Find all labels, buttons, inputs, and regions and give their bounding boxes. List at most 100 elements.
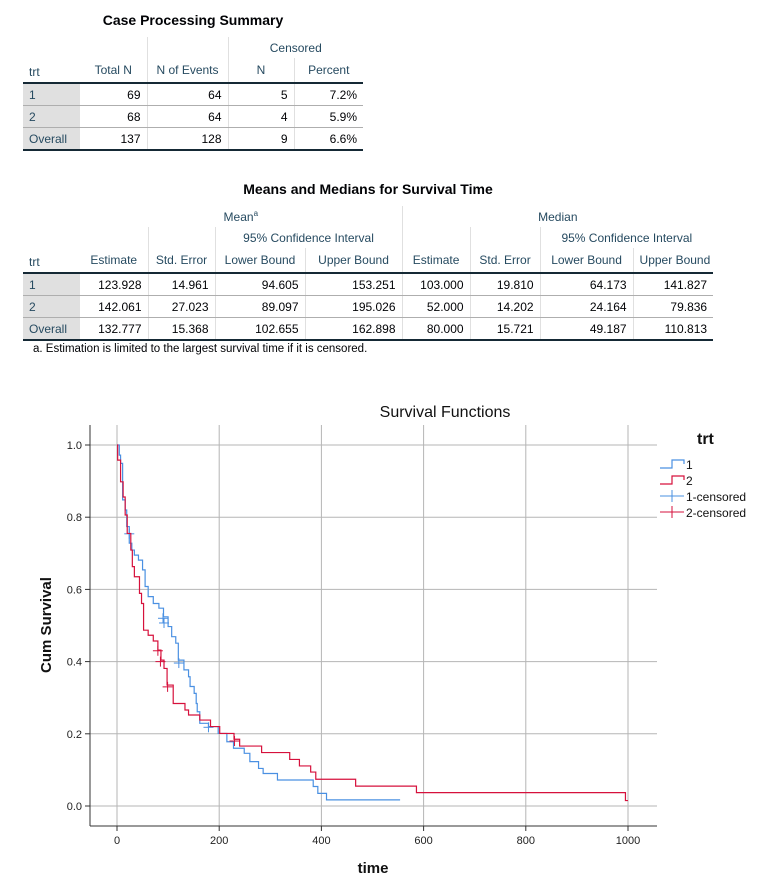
cell-value: 64 — [146, 83, 228, 106]
col-header: N — [227, 58, 294, 84]
cell-value: 103.000 — [401, 273, 471, 296]
col-header: Lower Bound — [214, 248, 305, 274]
row-label: Overall — [23, 127, 80, 151]
censored-header: Censored — [227, 37, 363, 58]
row-label: 2 — [23, 295, 80, 318]
x-tick-label: 800 — [517, 835, 535, 847]
cell-value: 141.827 — [632, 273, 714, 296]
censored-mark-1 — [173, 658, 184, 669]
cell-value: 14.961 — [147, 273, 215, 296]
cell-value: 89.097 — [214, 295, 305, 318]
table-row: Overall 132.777 15.368 102.655 162.898 80.000… — [23, 317, 714, 341]
cell-value: 132.777 — [80, 317, 148, 341]
legend-entry: 1 — [686, 458, 693, 472]
legend-entry: 1-censored — [686, 490, 746, 504]
cell-value: 142.061 — [80, 295, 148, 318]
legend-step-icon — [660, 459, 685, 469]
means-medians-title: Means and Medians for Survival Time — [243, 181, 493, 197]
col-header: trt — [23, 58, 80, 84]
cell-value: 94.605 — [214, 273, 305, 296]
legend-entry: 2-censored — [686, 506, 746, 520]
median-ci-header: 95% Confidence Interval — [539, 227, 714, 248]
table-row: 1 69 64 5 7.2% — [23, 83, 363, 106]
col-header: Percent — [293, 58, 363, 84]
table-row: Overall 137 128 9 6.6% — [23, 127, 363, 151]
cell-value: 68 — [80, 105, 147, 128]
x-tick-label: 200 — [210, 835, 228, 847]
cell-value: 7.2% — [293, 83, 363, 106]
col-header: Lower Bound — [539, 248, 634, 274]
censored-mark-1 — [157, 613, 168, 624]
censored-mark-2 — [152, 645, 163, 656]
means-medians-table: Meana Median 95% Confidence Interval 95%… — [23, 206, 714, 341]
row-label: Overall — [23, 317, 80, 341]
cell-value: 153.251 — [304, 273, 403, 296]
case-summary-title: Case Processing Summary — [102, 12, 284, 28]
censored-mark-2 — [155, 656, 166, 667]
y-tick-label: 0.0 — [67, 801, 82, 813]
y-tick-label: 1.0 — [67, 440, 82, 452]
survival-curve-2 — [117, 444, 628, 802]
legend-entry: 2 — [686, 474, 693, 488]
row-label: 2 — [23, 105, 80, 128]
y-tick-label: 0.4 — [67, 657, 82, 669]
cell-value: 27.023 — [147, 295, 215, 318]
cell-value: 79.836 — [632, 295, 714, 318]
col-header: Std. Error — [469, 248, 541, 274]
cell-value: 64 — [146, 105, 228, 128]
x-axis-label: time — [358, 860, 389, 877]
legend-step-icon — [660, 475, 685, 485]
censored-mark-1 — [203, 722, 214, 733]
col-header: Upper Bound — [304, 248, 403, 274]
col-header: Estimate — [80, 248, 148, 274]
cell-value: 69 — [80, 83, 147, 106]
col-header: trt — [23, 248, 80, 274]
case-summary-table: Censored trt Total N N of Events N Perce… — [23, 37, 363, 151]
chart-title: Survival Functions — [380, 404, 511, 421]
censored-mark-1 — [159, 617, 170, 628]
footnote: a. Estimation is limited to the largest … — [33, 343, 368, 355]
table-row: 1 123.928 14.961 94.605 153.251 103.000 19.810… — [23, 273, 714, 296]
cell-value: 64.173 — [539, 273, 634, 296]
cell-value: 128 — [146, 127, 228, 151]
median-header: Median — [401, 206, 714, 227]
mean-header: Meana — [223, 209, 259, 224]
x-tick-label: 1000 — [616, 835, 640, 847]
cell-value: 49.187 — [539, 317, 634, 341]
x-tick-label: 400 — [312, 835, 330, 847]
cell-value: 52.000 — [401, 295, 471, 318]
mean-ci-header: 95% Confidence Interval — [214, 227, 403, 248]
x-tick-label: 0 — [114, 835, 120, 847]
cell-value: 9 — [227, 127, 294, 151]
col-header: Upper Bound — [632, 248, 714, 274]
cell-value: 102.655 — [214, 317, 305, 341]
cell-value: 4 — [227, 105, 294, 128]
cell-value: 80.000 — [401, 317, 471, 341]
censored-mark-2 — [229, 736, 240, 747]
cell-value: 110.813 — [632, 317, 714, 341]
cell-value: 5 — [227, 83, 294, 106]
censored-mark-2 — [162, 681, 173, 692]
legend-title: trt — [697, 431, 715, 448]
cell-value: 195.026 — [304, 295, 403, 318]
col-header: N of Events — [146, 58, 228, 84]
cell-value: 6.6% — [293, 127, 363, 151]
cell-value: 162.898 — [304, 317, 403, 341]
cell-value: 137 — [80, 127, 147, 151]
y-tick-label: 0.2 — [67, 729, 82, 741]
cell-value: 24.164 — [539, 295, 634, 318]
table-row: 2 68 64 4 5.9% — [23, 105, 363, 128]
cell-value: 15.721 — [469, 317, 541, 341]
cell-value: 5.9% — [293, 105, 363, 128]
row-label: 1 — [23, 273, 80, 296]
y-tick-label: 0.6 — [67, 584, 82, 596]
col-header: Estimate — [401, 248, 471, 274]
cell-value: 14.202 — [469, 295, 541, 318]
col-header: Total N — [80, 58, 147, 84]
col-header: Std. Error — [147, 248, 215, 274]
y-axis-label: Cum Survival — [38, 577, 55, 673]
x-tick-label: 600 — [414, 835, 432, 847]
table-row: 2 142.061 27.023 89.097 195.026 52.000 14.202 2… — [23, 295, 714, 318]
